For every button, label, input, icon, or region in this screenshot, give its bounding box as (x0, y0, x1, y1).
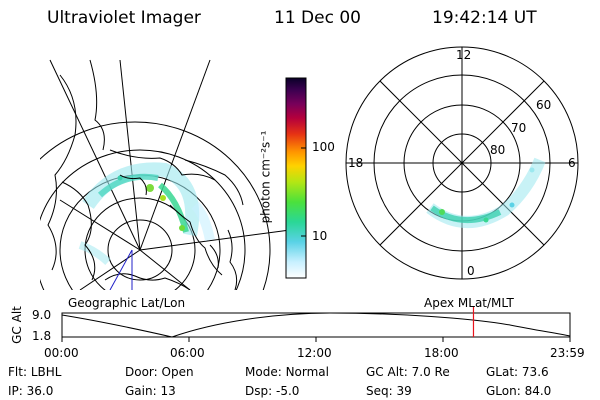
alt-xtick-0600: 06:00 (170, 346, 205, 360)
geographic-map (40, 59, 291, 290)
mlt-label-0: 0 (467, 264, 475, 278)
instrument-title: Ultraviolet Imager (47, 8, 201, 28)
info-glon: GLon: 84.0 (486, 384, 552, 398)
info-gain: Gain: 13 (125, 384, 176, 398)
lat-label-70: 70 (511, 121, 527, 135)
colorbar (285, 77, 307, 279)
alt-xtick-0000: 00:00 (44, 346, 79, 360)
colorbar-tick-10: 10 (312, 229, 328, 243)
alt-xtick-1800: 18:00 (424, 346, 459, 360)
aurora-oval-geographic (78, 162, 215, 265)
info-ip: IP: 36.0 (8, 384, 54, 398)
info-mode: Mode: Normal (245, 365, 329, 379)
alt-ylabel: GC Alt (9, 306, 24, 344)
alt-ytick-1-8: 1.8 (32, 329, 52, 343)
colorbar-tick-100: 100 (312, 140, 335, 154)
panel-label-geographic: Geographic Lat/Lon (68, 296, 186, 310)
info-dsp: Dsp: -5.0 (245, 384, 300, 398)
mlt-label-6: 6 (568, 156, 576, 170)
polar-plot (345, 46, 579, 280)
info-seq: Seq: 39 (366, 384, 412, 398)
time-label: 19:42:14 UT (432, 8, 537, 28)
alt-xtick-2359: 23:59 (550, 346, 585, 360)
lat-label-80: 80 (490, 143, 506, 157)
colorbar-unit-label: photon cm⁻²s⁻¹ (258, 130, 273, 224)
panel-label-apex: Apex MLat/MLT (424, 296, 514, 310)
mlt-label-12: 12 (456, 48, 472, 62)
mlt-label-18: 18 (348, 156, 364, 170)
info-gc-alt: GC Alt: 7.0 Re (366, 365, 450, 379)
aurora-oval-polar (426, 157, 546, 228)
lat-label-60: 60 (536, 98, 552, 112)
altitude-plot (61, 307, 571, 342)
alt-xtick-1200: 12:00 (297, 346, 332, 360)
info-flt: Flt: LBHL (8, 365, 62, 379)
alt-ytick-9: 9.0 (32, 308, 52, 322)
info-glat: GLat: 73.6 (486, 365, 549, 379)
date-label: 11 Dec 00 (274, 8, 361, 28)
info-door: Door: Open (125, 365, 194, 379)
